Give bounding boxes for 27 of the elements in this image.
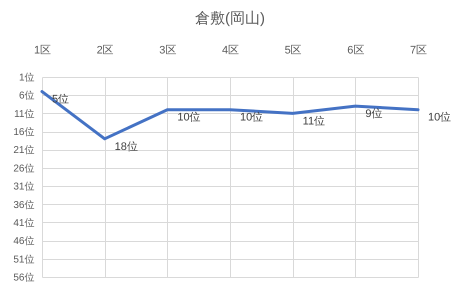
x-tick-label: 7区 [410, 44, 428, 56]
y-tick-label: 26位 [13, 162, 34, 174]
y-tick-label: 16位 [13, 126, 34, 138]
y-tick-label: 21位 [13, 144, 34, 156]
x-tick-label: 5区 [284, 44, 302, 56]
data-label: 9位 [365, 108, 382, 120]
data-label: 10位 [428, 112, 451, 124]
data-label: 10位 [240, 112, 264, 124]
x-tick-label: 4区 [222, 44, 240, 56]
y-tick-label: 46位 [13, 235, 34, 248]
y-tick-label: 41位 [13, 216, 34, 229]
chart-title: 倉敷(岡山) [195, 10, 265, 27]
data-label: 10位 [177, 112, 201, 124]
y-tick-label: 51位 [13, 253, 34, 266]
y-tick-label: 36位 [13, 198, 34, 211]
y-tick-label: 6位 [18, 90, 34, 102]
y-tick-label: 1位 [18, 72, 34, 84]
y-tick-label: 11位 [14, 108, 34, 120]
data-label: 11位 [302, 115, 326, 128]
y-tick-label: 31位 [13, 180, 34, 193]
x-tick-label: 3区 [159, 44, 176, 56]
data-label: 18位 [114, 140, 138, 153]
x-tick-label: 2区 [96, 44, 114, 56]
x-tick-label: 6区 [347, 44, 364, 56]
line-series [40, 90, 420, 140]
y-tick-label: 56位 [13, 272, 34, 284]
x-tick-label: 1区 [34, 44, 52, 56]
